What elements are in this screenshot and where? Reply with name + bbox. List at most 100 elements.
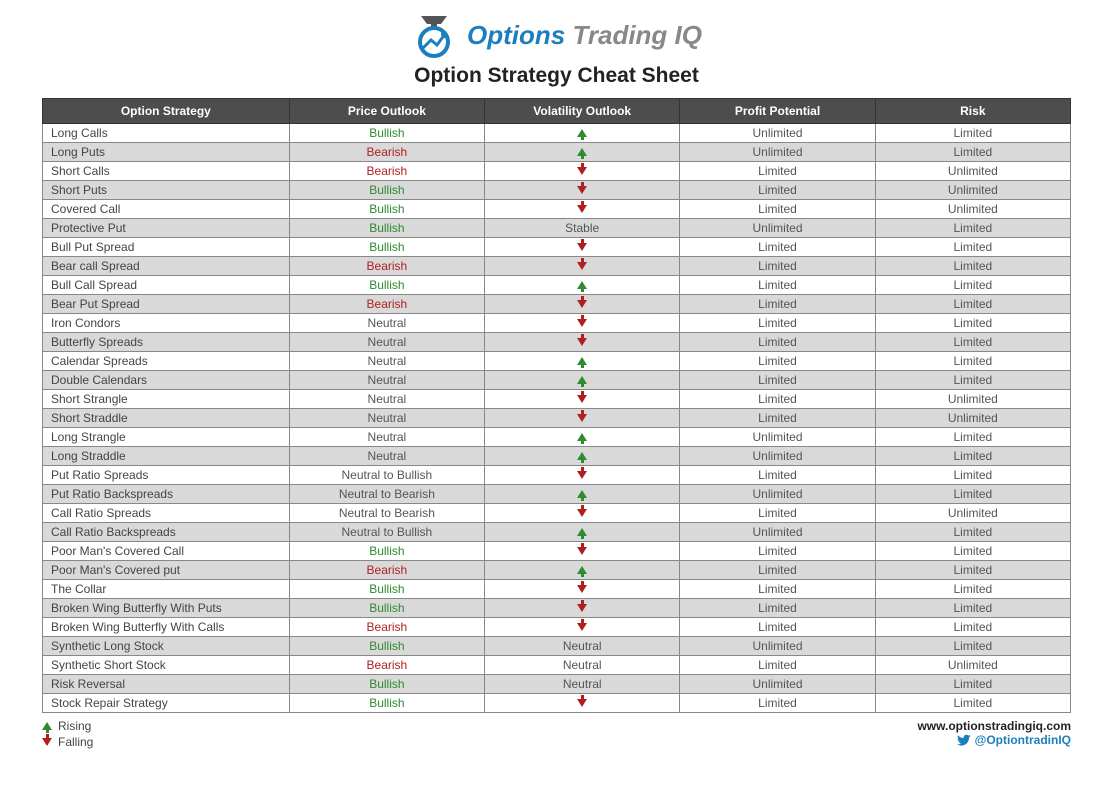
arrow-down-icon — [577, 262, 587, 270]
cell-price-outlook: Neutral — [289, 447, 484, 466]
cell-price-outlook: Neutral — [289, 409, 484, 428]
cell-strategy: Bear Put Spread — [43, 295, 290, 314]
cell-profit-potential: Unlimited — [680, 124, 875, 143]
arrow-up-icon — [577, 357, 587, 365]
cell-price-outlook: Bullish — [289, 276, 484, 295]
cell-risk: Limited — [875, 276, 1070, 295]
cell-volatility-outlook — [485, 371, 680, 390]
legend-rising-label: Rising — [58, 719, 91, 733]
cell-strategy: Bull Call Spread — [43, 276, 290, 295]
table-row: Covered CallBullishLimitedUnlimited — [43, 200, 1071, 219]
table-row: Long CallsBullishUnlimitedLimited — [43, 124, 1071, 143]
cell-volatility-outlook — [485, 599, 680, 618]
table-row: Broken Wing Butterfly With PutsBullishLi… — [43, 599, 1071, 618]
cell-strategy: Bull Put Spread — [43, 238, 290, 257]
cell-strategy: Short Strangle — [43, 390, 290, 409]
arrow-down-icon — [577, 604, 587, 612]
page-title: Option Strategy Cheat Sheet — [42, 64, 1071, 88]
table-row: Put Ratio BackspreadsNeutral to Bearish U… — [43, 485, 1071, 504]
cell-profit-potential: Limited — [680, 656, 875, 675]
cell-risk: Unlimited — [875, 390, 1070, 409]
table-row: Double CalendarsNeutralLimitedLimited — [43, 371, 1071, 390]
cell-profit-potential: Limited — [680, 257, 875, 276]
cell-strategy: Put Ratio Backspreads — [43, 485, 290, 504]
cell-profit-potential: Unlimited — [680, 675, 875, 694]
cell-profit-potential: Limited — [680, 276, 875, 295]
table-row: Calendar SpreadsNeutralLimitedLimited — [43, 352, 1071, 371]
cell-volatility-outlook — [485, 295, 680, 314]
cell-strategy: The Collar — [43, 580, 290, 599]
cell-risk: Limited — [875, 143, 1070, 162]
table-row: Butterfly SpreadsNeutralLimitedLimited — [43, 333, 1071, 352]
footer: Rising Falling www.optionstradingiq.com … — [42, 719, 1071, 751]
table-header-cell: Profit Potential — [680, 99, 875, 124]
cell-volatility-outlook — [485, 466, 680, 485]
cell-price-outlook: Bullish — [289, 219, 484, 238]
brand-logo-icon — [411, 12, 457, 58]
cell-profit-potential: Limited — [680, 181, 875, 200]
table-row: Protective PutBullishStableUnlimitedLimi… — [43, 219, 1071, 238]
cell-profit-potential: Unlimited — [680, 485, 875, 504]
table-row: Call Ratio BackspreadsNeutral to Bullish… — [43, 523, 1071, 542]
cell-risk: Limited — [875, 637, 1070, 656]
table-row: Poor Man's Covered putBearishLimitedLimi… — [43, 561, 1071, 580]
table-row: Short StraddleNeutralLimitedUnlimited — [43, 409, 1071, 428]
arrow-down-icon — [577, 471, 587, 479]
cell-price-outlook: Neutral to Bearish — [289, 485, 484, 504]
arrow-down-icon — [577, 585, 587, 593]
table-row: Poor Man's Covered CallBullishLimitedLim… — [43, 542, 1071, 561]
arrow-down-icon — [577, 186, 587, 194]
cell-strategy: Synthetic Long Stock — [43, 637, 290, 656]
cell-profit-potential: Limited — [680, 371, 875, 390]
cell-volatility-outlook — [485, 485, 680, 504]
cell-volatility-outlook: Neutral — [485, 675, 680, 694]
cell-price-outlook: Bullish — [289, 124, 484, 143]
cell-risk: Limited — [875, 352, 1070, 371]
cell-strategy: Short Puts — [43, 181, 290, 200]
cell-volatility-outlook — [485, 504, 680, 523]
cell-price-outlook: Bullish — [289, 675, 484, 694]
cell-risk: Limited — [875, 447, 1070, 466]
cell-profit-potential: Unlimited — [680, 219, 875, 238]
arrow-down-icon — [42, 738, 52, 746]
cell-profit-potential: Unlimited — [680, 447, 875, 466]
cell-strategy: Broken Wing Butterfly With Calls — [43, 618, 290, 637]
cell-strategy: Calendar Spreads — [43, 352, 290, 371]
cell-price-outlook: Neutral — [289, 333, 484, 352]
table-row: Broken Wing Butterfly With CallsBearishL… — [43, 618, 1071, 637]
arrow-up-icon — [577, 490, 587, 498]
cell-risk: Limited — [875, 694, 1070, 713]
cell-strategy: Stock Repair Strategy — [43, 694, 290, 713]
cell-volatility-outlook — [485, 181, 680, 200]
cell-risk: Limited — [875, 238, 1070, 257]
cell-price-outlook: Bullish — [289, 694, 484, 713]
table-body: Long CallsBullishUnlimitedLimitedLong Pu… — [43, 124, 1071, 713]
table-header-cell: Volatility Outlook — [485, 99, 680, 124]
cell-strategy: Call Ratio Spreads — [43, 504, 290, 523]
cell-volatility-outlook — [485, 390, 680, 409]
cell-profit-potential: Limited — [680, 295, 875, 314]
table-row: Iron CondorsNeutralLimitedLimited — [43, 314, 1071, 333]
cell-risk: Limited — [875, 371, 1070, 390]
arrow-down-icon — [577, 509, 587, 517]
table-header-cell: Option Strategy — [43, 99, 290, 124]
cell-risk: Limited — [875, 314, 1070, 333]
cell-profit-potential: Limited — [680, 599, 875, 618]
arrow-down-icon — [577, 338, 587, 346]
cell-profit-potential: Limited — [680, 466, 875, 485]
arrow-down-icon — [577, 414, 587, 422]
cell-strategy: Poor Man's Covered Call — [43, 542, 290, 561]
cell-price-outlook: Bearish — [289, 561, 484, 580]
cell-price-outlook: Bearish — [289, 295, 484, 314]
table-row: Bull Put SpreadBullishLimitedLimited — [43, 238, 1071, 257]
cell-volatility-outlook — [485, 447, 680, 466]
cell-strategy: Call Ratio Backspreads — [43, 523, 290, 542]
cell-profit-potential: Limited — [680, 390, 875, 409]
cell-volatility-outlook: Stable — [485, 219, 680, 238]
cell-volatility-outlook — [485, 694, 680, 713]
cell-price-outlook: Bearish — [289, 143, 484, 162]
table-row: Stock Repair StrategyBullishLimitedLimit… — [43, 694, 1071, 713]
cell-price-outlook: Bullish — [289, 238, 484, 257]
cell-price-outlook: Bearish — [289, 257, 484, 276]
cell-risk: Limited — [875, 485, 1070, 504]
